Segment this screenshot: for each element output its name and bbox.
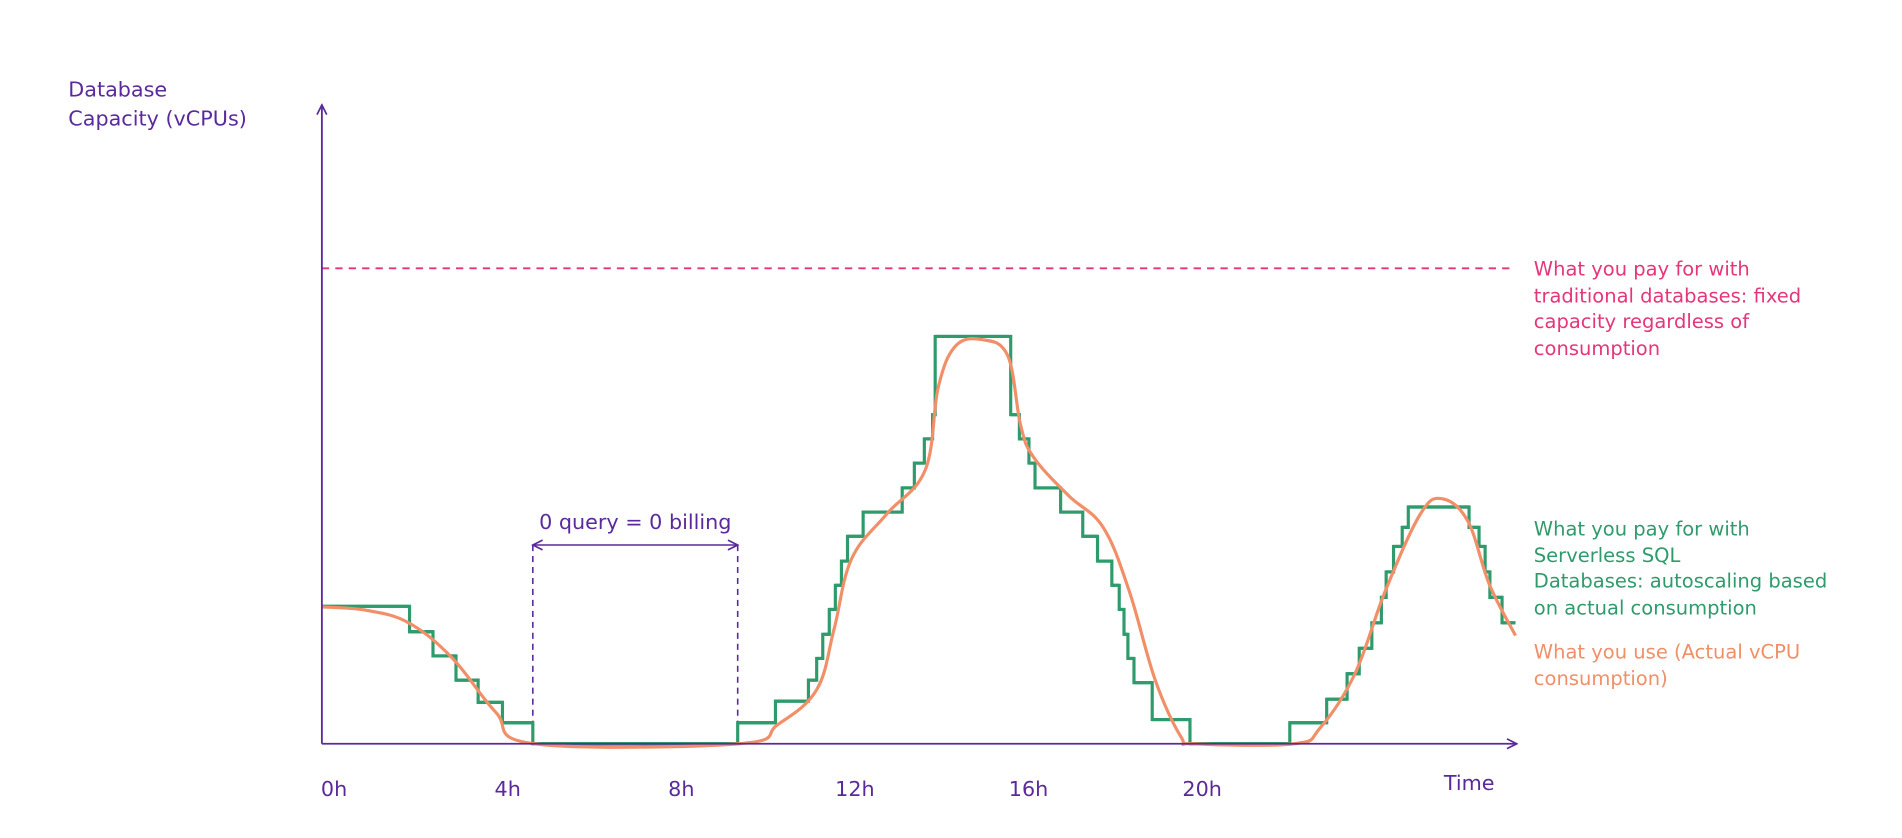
legend-label: What you pay for with traditional databa… — [1533, 257, 1802, 360]
legend-entry: What you pay for with traditional databa… — [1533, 257, 1802, 360]
legend-label: What you pay for with Serverless SQL Dat… — [1533, 516, 1828, 619]
annotation-text: 0 query = 0 billing — [539, 510, 731, 534]
y-axis-label: Database Capacity (vCPUs) — [68, 78, 247, 132]
annotation: 0 query = 0 billing — [533, 510, 738, 744]
legend-label: What you use (Actual vCPU consumption) — [1533, 640, 1801, 690]
step-outline — [321, 334, 1516, 746]
y-axis-label-box: Database Capacity (vCPUs) — [68, 78, 247, 132]
x-tick-label: 12h — [835, 777, 875, 801]
legend-entry: What you pay for with Serverless SQL Dat… — [1533, 516, 1828, 619]
x-tick-label: 0h — [321, 777, 347, 801]
x-tick-label: 16h — [1009, 777, 1048, 801]
x-tick-label: 8h — [668, 777, 694, 801]
x-tick-label: 20h — [1182, 777, 1222, 801]
usage-curve — [321, 337, 1517, 749]
x-tick-label: 4h — [495, 777, 521, 801]
x-axis-label: Time — [1443, 771, 1495, 795]
legend-entry: What you use (Actual vCPU consumption) — [1533, 640, 1801, 690]
